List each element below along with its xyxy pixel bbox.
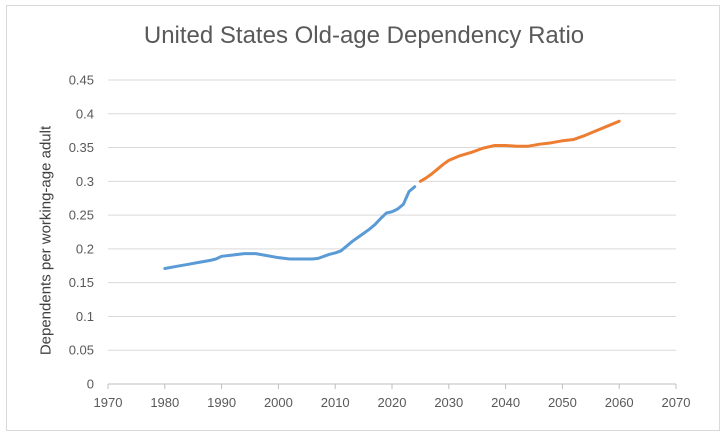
y-tick-label: 0.45 [69,73,94,88]
y-tick-label: 0.15 [69,275,94,290]
y-tick-label: 0.3 [76,174,94,189]
x-tick-label: 2010 [321,395,350,410]
y-tick-label: 0.2 [76,241,94,256]
x-tick-label: 1990 [207,395,236,410]
y-tick-label: 0.1 [76,309,94,324]
x-tick-label: 2020 [378,395,407,410]
chart-title: United States Old-age Dependency Ratio [143,22,585,49]
chart-area [6,5,720,431]
x-tick-label: 2070 [662,395,691,410]
x-tick-label: 2050 [548,395,577,410]
x-tick-label: 2040 [491,395,520,410]
series-line-1 [163,185,417,270]
y-tick-label: 0 [87,377,94,392]
x-tick-label: 1970 [94,395,123,410]
x-tick-label: 2060 [605,395,634,410]
x-tick-label: 1980 [150,395,179,410]
x-tick-label: 2000 [264,395,293,410]
y-tick-label: 0.05 [69,343,94,358]
y-tick-label: 0.4 [76,106,94,121]
y-tick-label: 0.35 [69,140,94,155]
y-tick-label: 0.25 [69,208,94,223]
x-tick-label: 2030 [434,395,463,410]
series-line-2 [418,119,621,183]
